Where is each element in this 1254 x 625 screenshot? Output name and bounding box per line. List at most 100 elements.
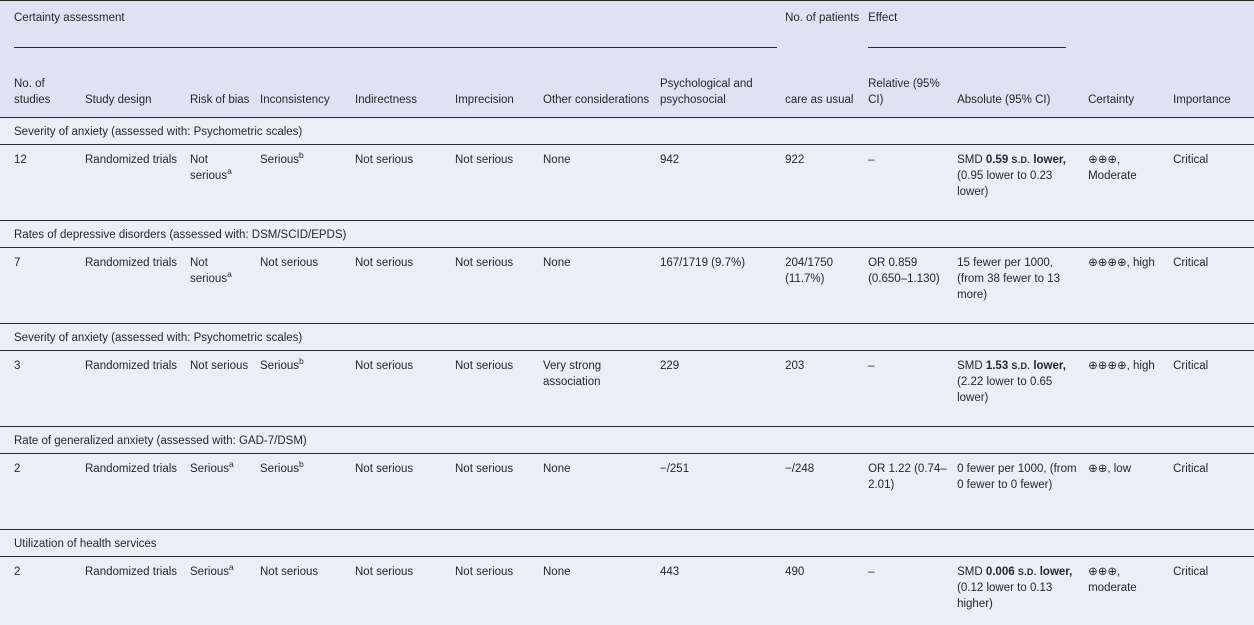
absolute-bold-tail: lower, [1036, 566, 1073, 578]
absolute-prefix: SMD [957, 154, 986, 166]
inconsistency-text: Serious [260, 463, 299, 475]
cell-risk-of-bias: Not serious [190, 350, 260, 427]
cell-certainty: ⊕⊕⊕, Moderate [1088, 144, 1174, 221]
table-row: 3 Randomized trials Not serious Seriousb… [0, 350, 1254, 427]
inconsistency-text: Serious [260, 154, 299, 166]
cell-risk-of-bias: Not seriousa [190, 247, 260, 324]
cell-absolute-effect: SMD 1.53 s.d. lower, (2.22 lower to 0.65… [957, 350, 1089, 427]
cell-inconsistency: Not serious [260, 247, 355, 324]
col-psychological-psychosocial: Psychological and psychosocial [660, 48, 786, 118]
absolute-bold-tail: lower, [1030, 154, 1066, 166]
cell-intervention-n: 942 [660, 144, 786, 221]
cell-other-considerations: None [543, 453, 660, 530]
outcome-title: Rate of generalized anxiety (assessed wi… [0, 426, 1254, 454]
cell-intervention-n: 167/1719 (9.7%) [660, 247, 786, 324]
cell-risk-of-bias: Seriousa [190, 556, 260, 625]
absolute-bold-tail: lower, [1030, 360, 1066, 372]
cell-study-design: Randomized trials [85, 350, 190, 427]
cell-absolute-effect: SMD 0.59 s.d. lower, (0.95 lower to 0.23… [957, 144, 1089, 221]
cell-no-of-studies: 2 [0, 556, 85, 625]
risk-of-bias-text: Not serious [190, 154, 228, 182]
cell-no-of-studies: 3 [0, 350, 85, 427]
absolute-prefix: SMD [957, 566, 986, 578]
header-group-row: Certainty assessment No. of patients Eff… [0, 0, 1254, 48]
footnote-marker: b [299, 150, 304, 161]
cell-control-n: 203 [785, 350, 869, 427]
cell-control-n: 204/1750 (11.7%) [785, 247, 869, 324]
header-spacer [1088, 0, 1254, 48]
cell-control-n: 490 [785, 556, 869, 625]
cell-no-of-studies: 2 [0, 453, 85, 530]
cell-intervention-n: −/251 [660, 453, 786, 530]
absolute-ci: 0 fewer per 1000, (from 0 fewer to 0 few… [957, 463, 1077, 491]
cell-imprecision: Not serious [455, 556, 543, 625]
cell-certainty: ⊕⊕, low [1088, 453, 1174, 530]
cell-inconsistency: Seriousb [260, 144, 355, 221]
outcome-title: Severity of anxiety (assessed with: Psyc… [0, 323, 1254, 351]
cell-certainty: ⊕⊕⊕, moderate [1088, 556, 1174, 625]
cell-no-of-studies: 12 [0, 144, 85, 221]
absolute-value: 0.006 [985, 566, 1018, 578]
footnote-marker: a [227, 166, 232, 177]
absolute-ci: (0.95 lower to 0.23 lower) [957, 170, 1053, 198]
cell-study-design: Randomized trials [85, 247, 190, 324]
table-row: 2 Randomized trials Seriousa Seriousb No… [0, 453, 1254, 530]
footnote-marker: a [229, 562, 234, 573]
cell-inconsistency: Seriousb [260, 350, 355, 427]
cell-importance: Critical [1173, 453, 1254, 530]
cell-absolute-effect: SMD 0.006 s.d. lower, (0.12 lower to 0.1… [957, 556, 1089, 625]
table-header: Certainty assessment No. of patients Eff… [0, 0, 1254, 118]
cell-intervention-n: 443 [660, 556, 786, 625]
col-importance: Importance [1173, 48, 1254, 118]
inconsistency-text: Not serious [260, 257, 319, 269]
absolute-prefix: SMD [957, 360, 986, 372]
sd-smallcaps: s.d. [1011, 155, 1031, 165]
cell-relative-effect: – [868, 144, 958, 221]
inconsistency-text: Serious [260, 360, 299, 372]
cell-imprecision: Not serious [455, 453, 543, 530]
col-imprecision: Imprecision [455, 48, 543, 118]
cell-other-considerations: Very strong association [543, 350, 660, 427]
absolute-ci: 15 fewer per 1000, (from 38 fewer to 13 … [957, 257, 1060, 301]
cell-risk-of-bias: Not seriousa [190, 144, 260, 221]
cell-certainty: ⊕⊕⊕⊕, high [1088, 247, 1174, 324]
cell-indirectness: Not serious [355, 556, 455, 625]
cell-imprecision: Not serious [455, 247, 543, 324]
absolute-ci: (2.22 lower to 0.65 lower) [957, 376, 1053, 404]
col-indirectness: Indirectness [355, 48, 455, 118]
cell-certainty: ⊕⊕⊕⊕, high [1088, 350, 1174, 427]
absolute-bold: 0.006 s.d. lower, [986, 566, 1073, 578]
outcome-section-row: Utilization of health services [0, 529, 1254, 557]
risk-of-bias-text: Serious [190, 566, 229, 578]
cell-inconsistency: Not serious [260, 556, 355, 625]
cell-indirectness: Not serious [355, 144, 455, 221]
outcome-section-row: Rate of generalized anxiety (assessed wi… [0, 426, 1254, 454]
footnote-marker: b [299, 459, 304, 470]
risk-of-bias-text: Serious [190, 463, 229, 475]
cell-importance: Critical [1173, 247, 1254, 324]
cell-relative-effect: OR 1.22 (0.74–2.01) [868, 453, 958, 530]
cell-absolute-effect: 0 fewer per 1000, (from 0 fewer to 0 few… [957, 453, 1089, 530]
cell-importance: Critical [1173, 556, 1254, 625]
cell-indirectness: Not serious [355, 247, 455, 324]
cell-study-design: Randomized trials [85, 556, 190, 625]
cell-risk-of-bias: Seriousa [190, 453, 260, 530]
risk-of-bias-text: Not serious [190, 257, 228, 285]
cell-intervention-n: 229 [660, 350, 786, 427]
header-effect: Effect [868, 0, 1089, 48]
cell-importance: Critical [1173, 144, 1254, 221]
outcome-section-row: Severity of anxiety (assessed with: Psyc… [0, 323, 1254, 351]
cell-study-design: Randomized trials [85, 453, 190, 530]
cell-imprecision: Not serious [455, 144, 543, 221]
cell-control-n: 922 [785, 144, 869, 221]
col-no-of-studies: No. of studies [0, 48, 85, 118]
cell-indirectness: Not serious [355, 350, 455, 427]
absolute-value: 1.53 [985, 360, 1012, 372]
table-row: 7 Randomized trials Not seriousa Not ser… [0, 247, 1254, 324]
col-absolute-95ci: Absolute (95% CI) [957, 48, 1089, 118]
table-row: 2 Randomized trials Seriousa Not serious… [0, 556, 1254, 625]
col-other-considerations: Other considerations [543, 48, 660, 118]
outcome-section-row: Rates of depressive disorders (assessed … [0, 220, 1254, 248]
cell-importance: Critical [1173, 350, 1254, 427]
